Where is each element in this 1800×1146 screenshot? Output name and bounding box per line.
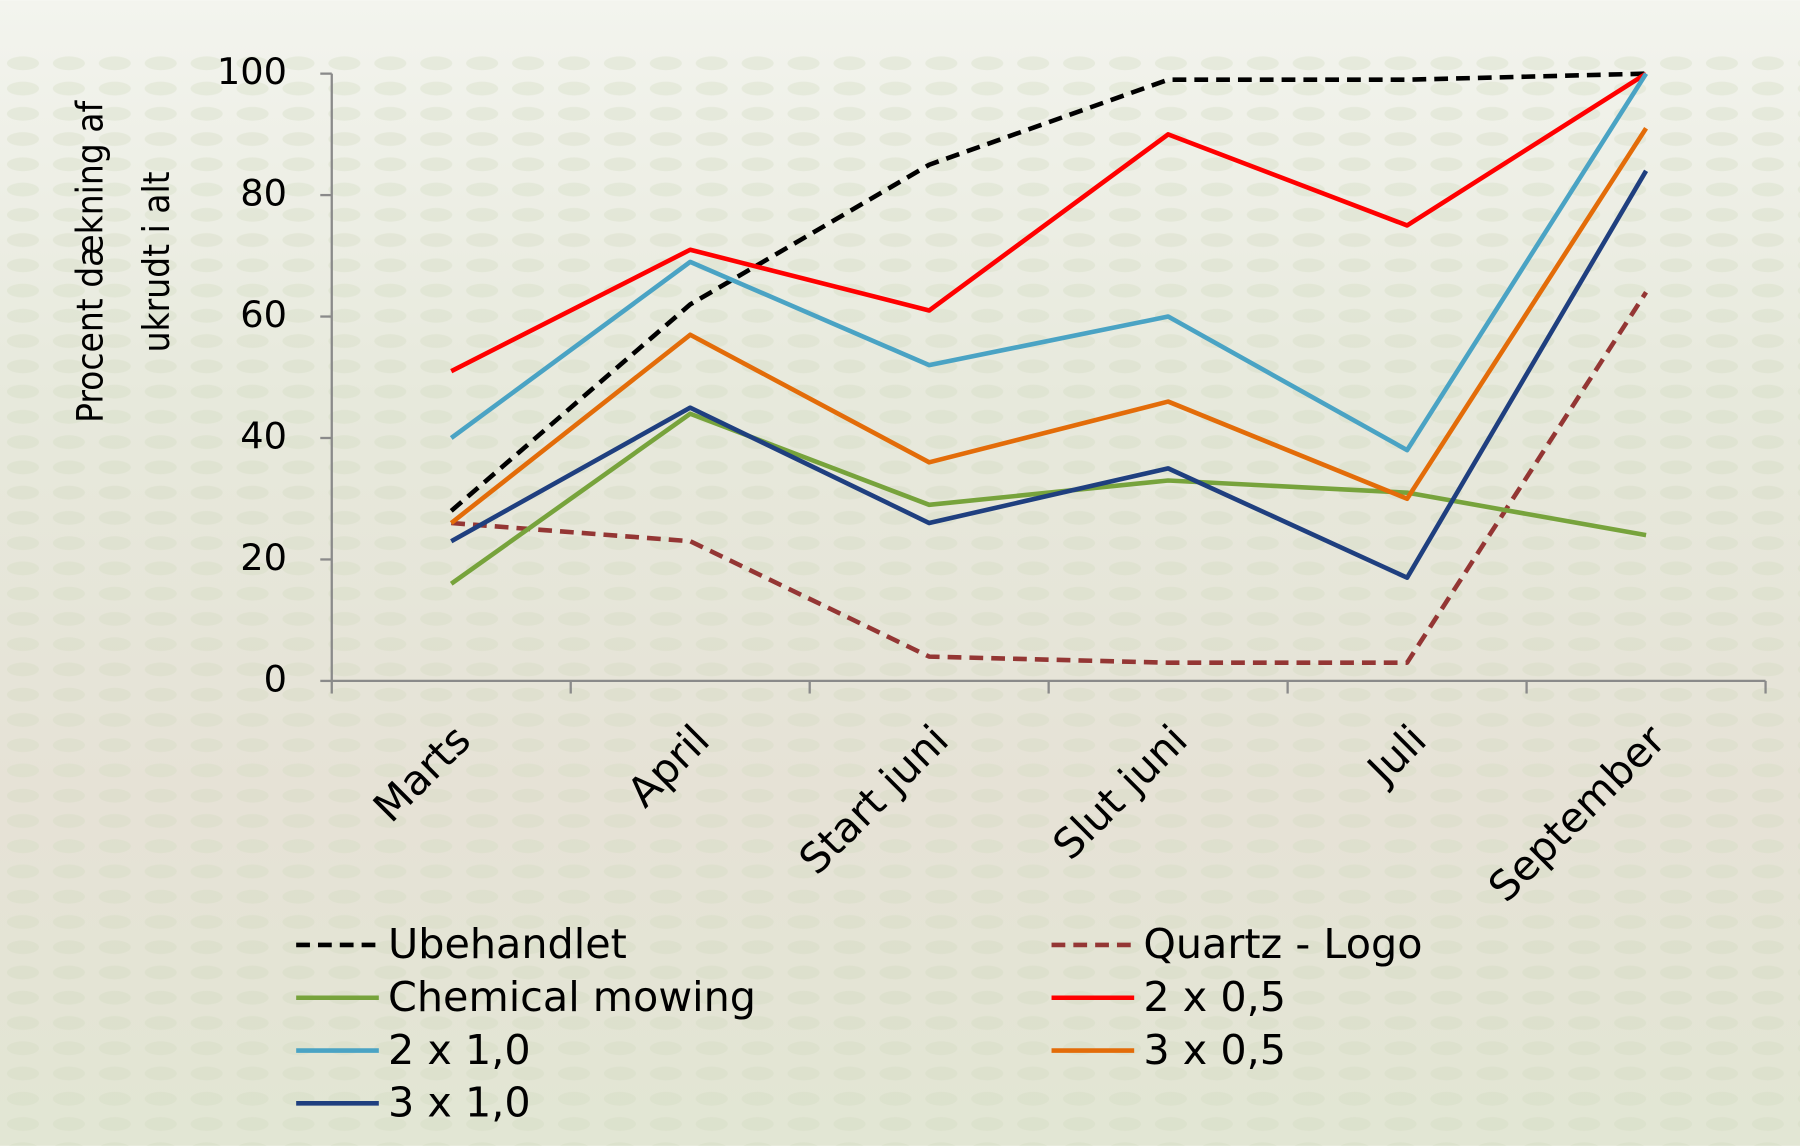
background-texture [0,46,1800,1146]
y-axis-label: Procent dækning af [68,100,111,423]
y-tick-label: 0 [264,657,287,700]
y-tick-label: 80 [240,172,287,215]
series-line [449,72,1649,453]
y-tick-label: 40 [240,415,287,458]
series-line [450,71,1648,374]
y-tick-label: 60 [240,293,287,336]
series-line [449,127,1649,525]
series-line [450,169,1649,580]
series-line [449,411,1647,586]
legend-label: 2 x 1,0 [388,1026,531,1074]
series-line [451,291,1649,665]
legend-label: Chemical mowing [388,973,756,1021]
legend-label: 3 x 1,0 [388,1079,531,1127]
y-tick-label: 100 [217,50,287,93]
legend-label: 2 x 0,5 [1143,973,1286,1021]
legend-label: 3 x 0,5 [1143,1026,1286,1074]
series-line [449,71,1647,513]
y-axis-label: ukrudt i alt [135,171,178,352]
legend-label: Ubehandlet [388,920,627,968]
y-tick-label: 20 [240,536,287,579]
legend-label: Quartz - Logo [1143,920,1422,968]
